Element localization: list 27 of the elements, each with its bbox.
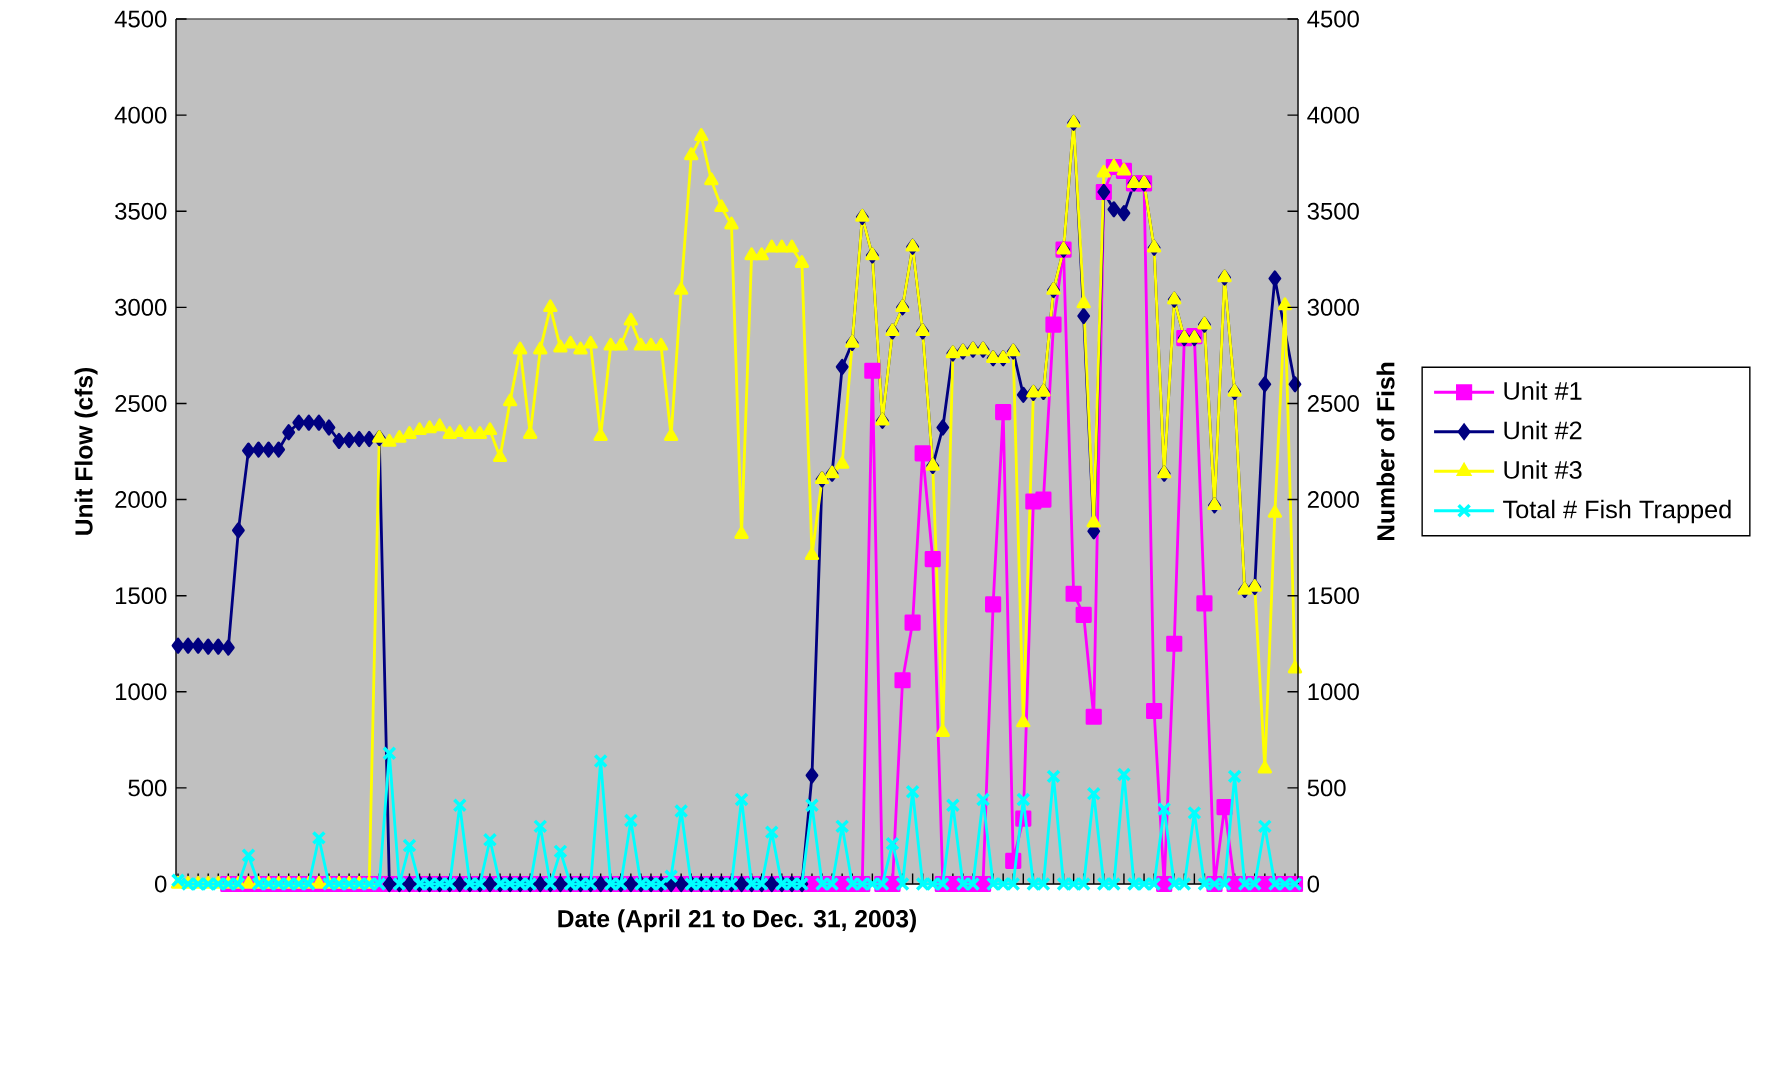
x-axis-title: Date (April 21 to Dec. 31, 2003) [558, 909, 916, 933]
y-tick-label: 3500 [115, 202, 167, 220]
y-tick-label: 4500 [114, 10, 167, 28]
y-tick-label: 3000 [115, 298, 167, 316]
y-tick-label: 1500 [115, 587, 167, 605]
y2-tick-label: 4500 [1307, 10, 1359, 28]
y2-tick-label: 4000 [1307, 106, 1359, 124]
y2-tick-label: 500 [1307, 779, 1346, 797]
legend-label: Unit #1 [1504, 381, 1582, 400]
y-axis-title: Unit Flow (cfs) [74, 368, 98, 535]
y2-axis-title: Number of Fish [1376, 362, 1395, 541]
y-tick-label: 0 [154, 875, 167, 893]
y-tick-label: 500 [128, 779, 167, 797]
y2-tick-label: 2500 [1307, 394, 1359, 412]
y2-tick-label: 3500 [1307, 202, 1359, 220]
y2-tick-label: 1500 [1308, 587, 1359, 605]
y-tick-label: 2500 [115, 394, 167, 412]
y2-tick-label: 2000 [1307, 491, 1359, 509]
legend-label: Unit #3 [1504, 460, 1582, 479]
legend-label: Unit #2 [1504, 420, 1582, 440]
y-tick-label: 4000 [114, 106, 167, 124]
y2-tick-label: 0 [1307, 875, 1320, 893]
y2-tick-label: 1000 [1308, 683, 1359, 701]
y-tick-label: 2000 [115, 491, 167, 509]
legend-label: Total # Fish Trapped [1503, 499, 1731, 524]
y-tick-label: 1000 [115, 683, 167, 701]
y2-tick-label: 3000 [1307, 298, 1359, 316]
